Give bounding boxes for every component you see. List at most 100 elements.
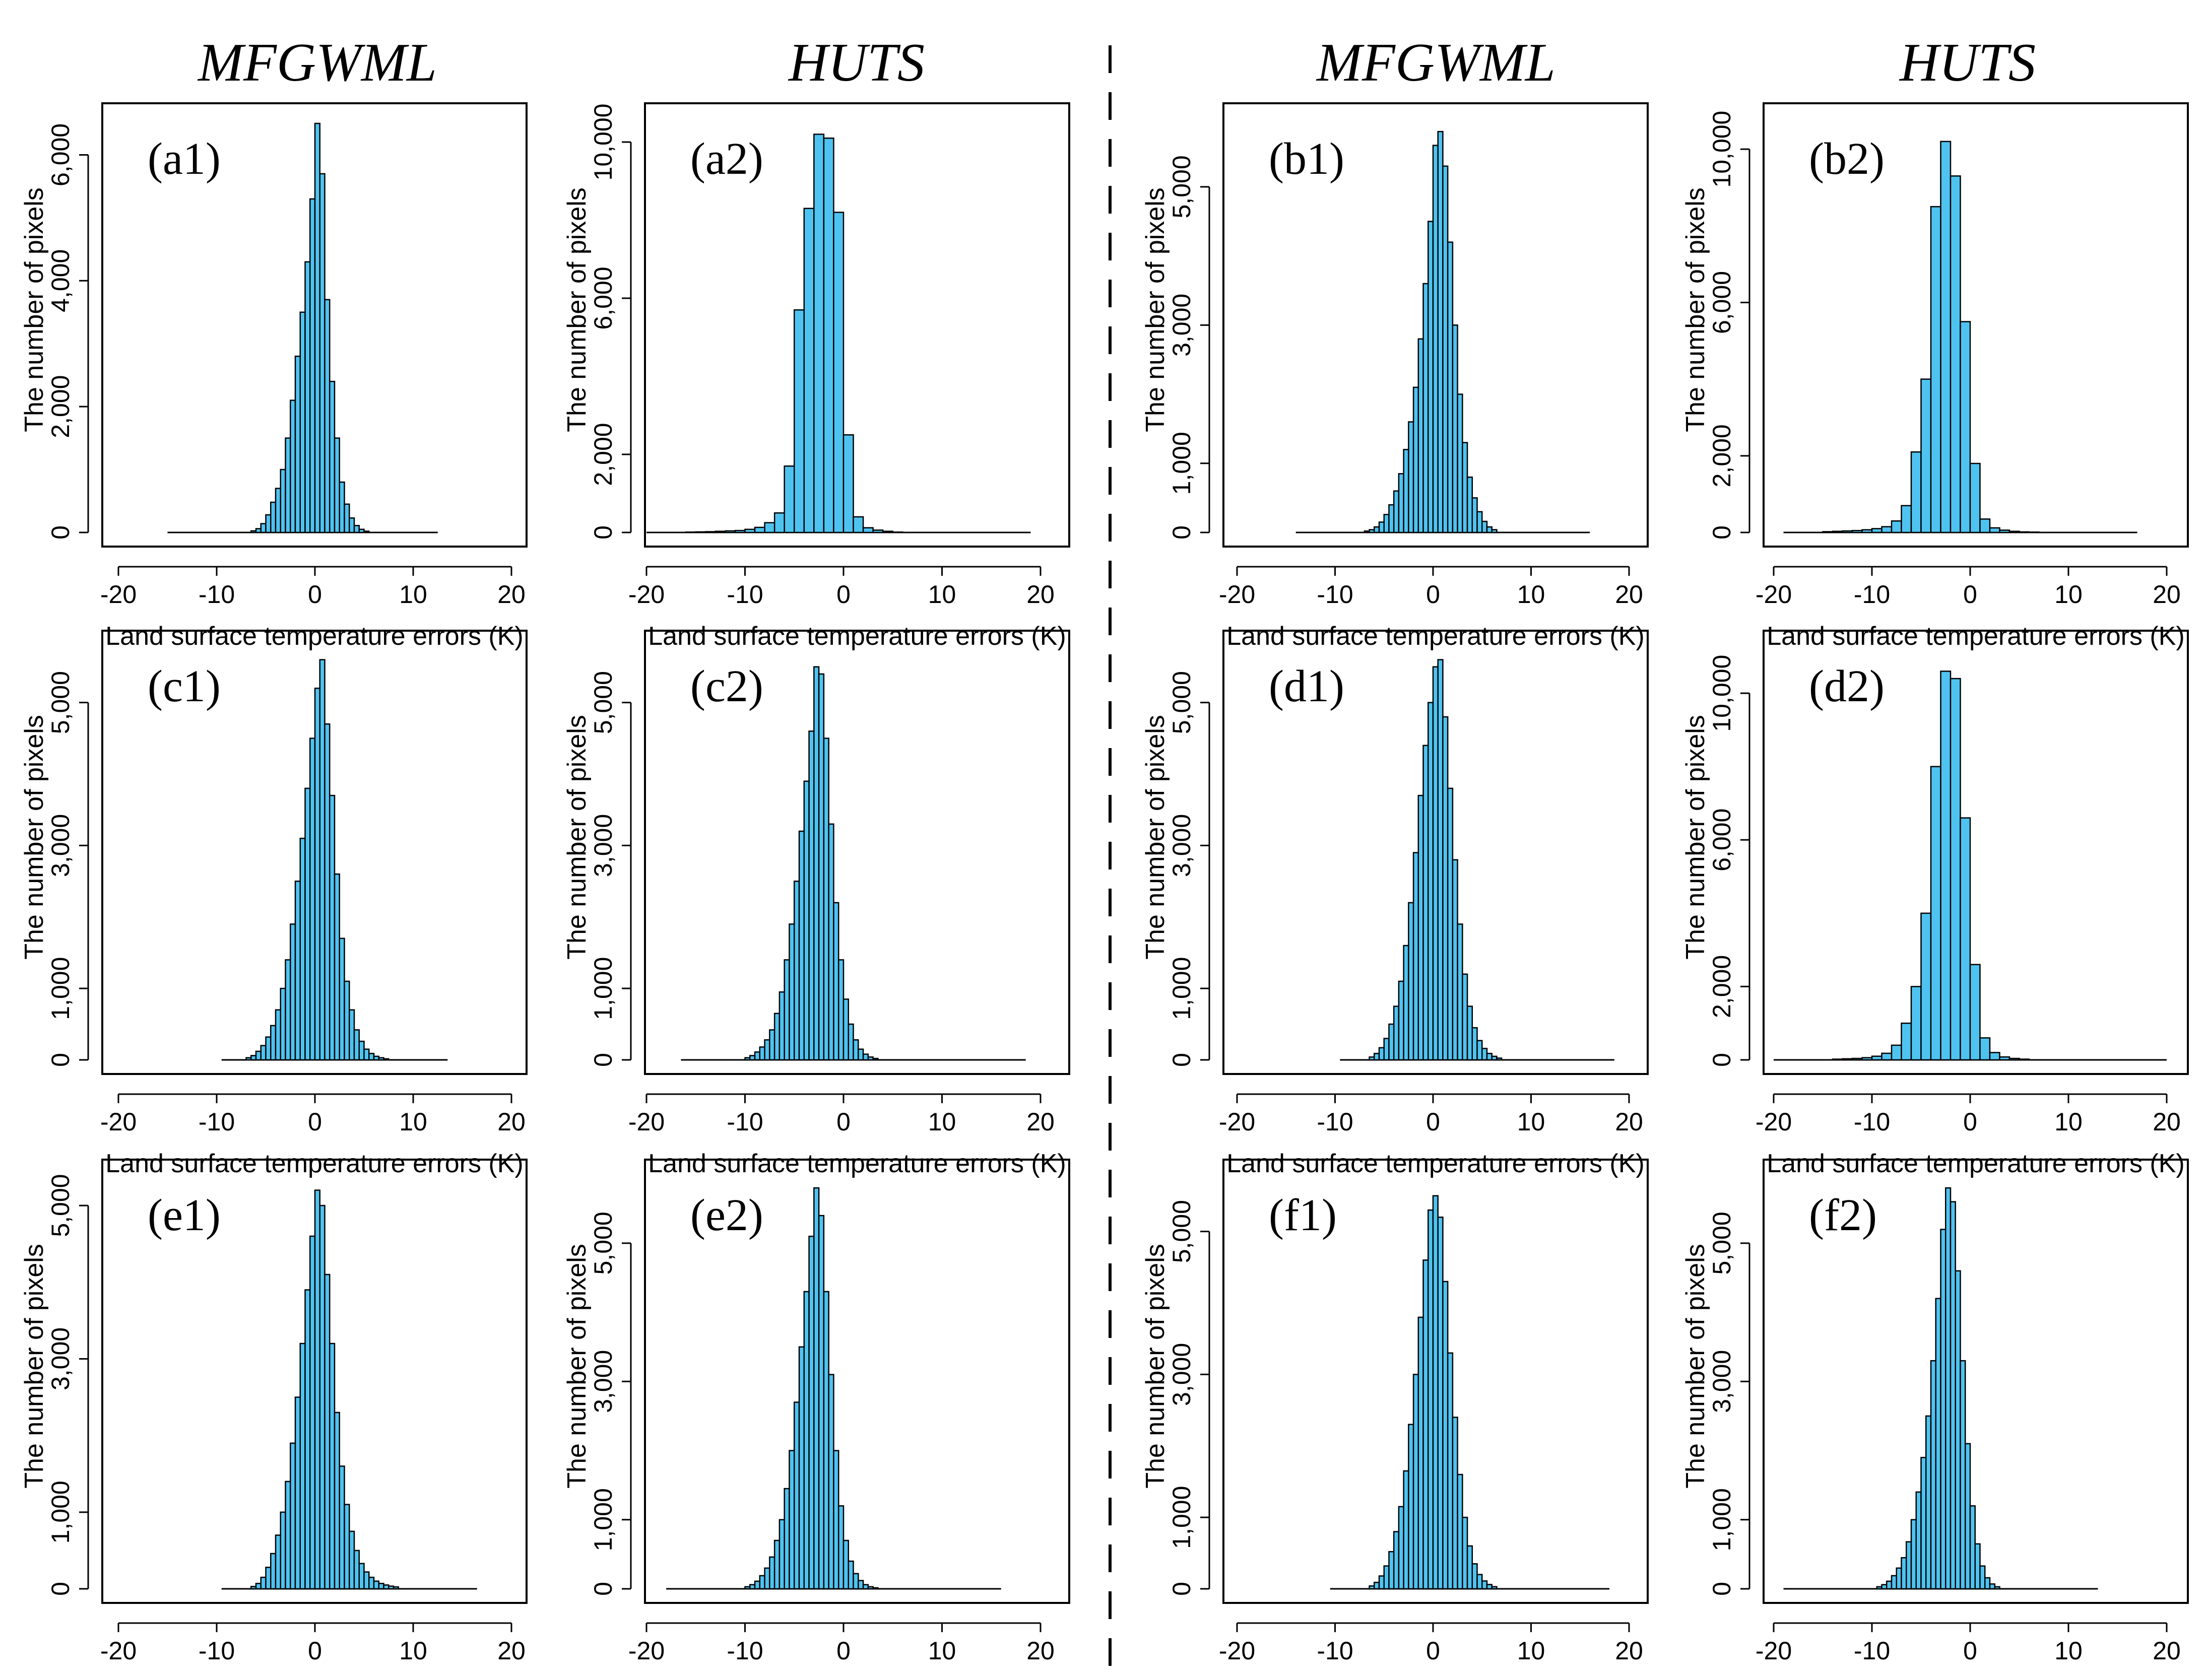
- histogram-bar: [778, 991, 785, 1061]
- histogram-bar: [1462, 1516, 1468, 1590]
- histogram-bar: [353, 525, 360, 533]
- histogram-bar: [1910, 1519, 1917, 1590]
- histogram-bar: [1408, 421, 1414, 533]
- panel-label: (b1): [1269, 134, 1344, 184]
- histogram-bar: [294, 355, 301, 533]
- histogram-bar: [1940, 670, 1952, 1061]
- histogram-bar: [1374, 1581, 1380, 1590]
- x-tick-label: -20: [1219, 1108, 1255, 1136]
- histogram-bar: [872, 1057, 879, 1061]
- panel-label: (f1): [1269, 1190, 1337, 1240]
- histogram-bar: [358, 1040, 365, 1061]
- y-axis-label: The number of pixels: [562, 715, 592, 960]
- plot-frame: [644, 1159, 1070, 1604]
- y-tick-label: 0: [46, 1053, 75, 1067]
- histogram-bar: [1960, 321, 1971, 533]
- histogram-bar: [250, 1055, 257, 1061]
- histogram-bar: [1476, 511, 1483, 533]
- histogram-bar: [1842, 1058, 1853, 1061]
- x-tick-label: 10: [928, 1108, 956, 1136]
- x-tick-label: -10: [199, 1637, 235, 1665]
- histogram-bar: [784, 465, 795, 533]
- x-tick-label: -20: [100, 580, 137, 609]
- y-tick-label: 5,000: [1167, 671, 1196, 734]
- y-tick-label: 0: [1708, 1582, 1736, 1596]
- x-tick-label: -20: [628, 1108, 665, 1136]
- panel-label: (c1): [148, 661, 221, 711]
- histogram-bar: [393, 1586, 399, 1590]
- x-axis-label: Land surface temperature errors (K): [105, 622, 523, 651]
- x-axis-label: Land surface temperature errors (K): [648, 1149, 1066, 1178]
- histogram-bar: [1960, 817, 1971, 1061]
- histogram-bar: [285, 959, 291, 1061]
- histogram-bar: [773, 1539, 781, 1590]
- histogram-bar: [1965, 1443, 1971, 1590]
- histogram-bar: [808, 730, 815, 1061]
- histogram-bar: [1486, 526, 1492, 533]
- histogram-bar: [1481, 520, 1488, 533]
- histogram-bar: [324, 299, 331, 533]
- histogram-bar: [1920, 912, 1932, 1061]
- x-tick-label: 0: [1426, 1637, 1440, 1665]
- histogram-bar: [1955, 1270, 1961, 1590]
- histogram-bar: [1930, 766, 1941, 1061]
- histogram-bar: [1486, 1584, 1492, 1590]
- histogram-bar: [1491, 1586, 1498, 1590]
- x-tick-label: -20: [1756, 580, 1792, 609]
- y-tick-label: 6,000: [46, 123, 75, 186]
- histogram-bar: [1462, 973, 1468, 1061]
- histogram-panel: (b1) -20 -10 0 10 20 Land surface temperature …: [1141, 102, 1649, 651]
- histogram-bar: [349, 517, 355, 533]
- histogram-bar: [309, 737, 316, 1061]
- panel-label: (b2): [1809, 134, 1885, 184]
- histogram-bar: [265, 1036, 272, 1061]
- x-tick-label: 0: [1963, 1108, 1977, 1136]
- y-tick-label: 1,000: [46, 957, 75, 1020]
- panel-label: (d1): [1269, 661, 1344, 711]
- histogram-bar: [1979, 1565, 1986, 1590]
- histogram-bar: [1940, 1229, 1946, 1590]
- histogram-bar: [1388, 504, 1395, 533]
- histogram-bar: [1383, 514, 1390, 533]
- y-tick-label: 0: [1167, 1053, 1196, 1067]
- y-tick-label: 5,000: [1708, 1212, 1736, 1274]
- histogram-bar: [304, 787, 311, 1061]
- y-axis-label: The number of pixels: [1141, 1244, 1170, 1489]
- histogram-bar: [837, 1505, 845, 1590]
- histogram-bar: [1822, 531, 1834, 533]
- histogram-panel: (c1) -20 -10 0 10 20 Land surface temperature …: [20, 630, 528, 1178]
- x-tick-label: 20: [1026, 1637, 1055, 1665]
- x-axis-label: Land surface temperature errors (K): [1767, 622, 2184, 651]
- y-axis-label: The number of pixels: [562, 187, 592, 432]
- histogram-bar: [339, 937, 345, 1061]
- histogram-bar: [2008, 530, 2020, 533]
- panel-label: (a1): [148, 134, 221, 184]
- plot-frame: [1763, 1159, 2189, 1604]
- histogram-bar: [1403, 945, 1409, 1061]
- histogram-bar: [858, 1048, 864, 1061]
- y-tick-label: 6,000: [1708, 271, 1736, 334]
- x-tick-label: -20: [628, 580, 665, 609]
- histogram-bar: [1374, 526, 1380, 533]
- histogram-bar: [862, 1584, 869, 1590]
- plot-frame: [1763, 630, 2189, 1075]
- histogram-bar: [299, 837, 306, 1061]
- y-axis-label: The number of pixels: [1681, 715, 1710, 960]
- histogram-bar: [353, 1029, 360, 1061]
- histogram-bar: [358, 528, 365, 533]
- x-tick-label: 20: [497, 1108, 526, 1136]
- histogram-bar: [294, 1396, 301, 1590]
- histogram-bar: [1417, 794, 1424, 1061]
- histogram-bar: [1369, 529, 1375, 533]
- histogram-bar: [833, 212, 845, 533]
- histogram-bar: [275, 1534, 281, 1590]
- histogram-bar: [1452, 324, 1458, 533]
- histogram-bar: [1486, 1052, 1492, 1061]
- x-tick-label: -20: [1219, 580, 1255, 609]
- y-axis-label: The number of pixels: [20, 1244, 49, 1489]
- y-tick-label: 0: [46, 525, 75, 540]
- x-axis-label: Land surface temperature errors (K): [1226, 1149, 1644, 1178]
- histogram-panel: (d2) -20 -10 0 10 20 Land surface temperature …: [1681, 630, 2189, 1178]
- histogram-bar: [1427, 221, 1434, 533]
- histogram-bar: [275, 1009, 281, 1061]
